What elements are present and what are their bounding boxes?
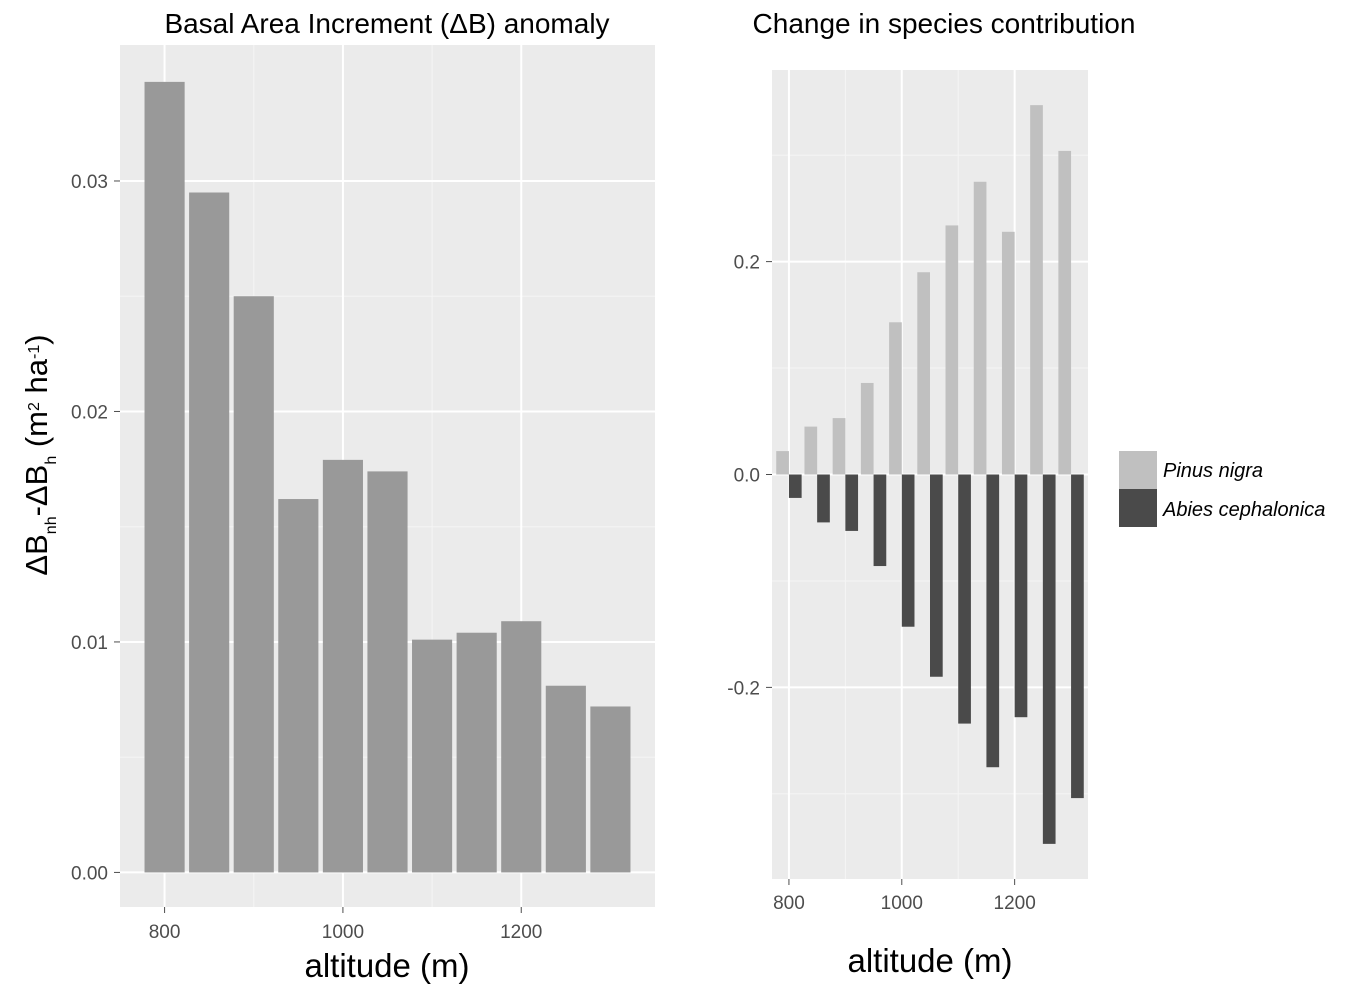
left-y-axis-label: ΔBnh-ΔBh (m2 ha-1) (19, 334, 60, 575)
right-y-tick-label: 0.2 (734, 253, 760, 274)
right-x-tick-label: 1000 (881, 893, 923, 914)
left-bar (545, 685, 586, 873)
pinus-nigra-bar (832, 418, 846, 475)
abies-cephalonica-bar (958, 474, 971, 724)
right-chart: -0.2 0.0 0.2 800 1000 1200 Change in species… (727, 8, 1135, 979)
pinus-nigra-bar (804, 426, 818, 475)
left-x-tick-label: 1200 (500, 922, 542, 943)
left-y-tick-label: 0.03 (71, 172, 108, 193)
pinus-nigra-bar (889, 322, 902, 475)
left-bar (412, 639, 453, 873)
legend: Pinus nigra Abies cephalonica (1119, 451, 1325, 527)
left-y-tick-label: 0.00 (71, 863, 108, 884)
left-y-axis-label-part: nh (43, 516, 60, 534)
left-x-axis: 800 1000 1200 (149, 907, 542, 943)
left-y-axis-label-part: -1 (26, 345, 43, 359)
left-y-axis-label-part: ΔB (19, 534, 54, 575)
abies-cephalonica-bar (986, 474, 1000, 768)
abies-cephalonica-bar (901, 474, 915, 627)
left-y-axis-label-part: (m (19, 411, 54, 456)
abies-cephalonica-bar (817, 474, 830, 523)
right-chart-title: Change in species contribution (753, 8, 1136, 39)
right-x-axis: 800 1000 1200 (773, 879, 1036, 914)
pinus-nigra-bar (917, 272, 930, 475)
pinus-nigra-bar (1058, 150, 1072, 475)
right-y-tick-label: -0.2 (727, 678, 760, 699)
left-bars (144, 81, 631, 873)
left-bar (367, 471, 408, 873)
left-y-axis-label-part: -ΔB (19, 465, 54, 517)
left-chart: 0.00 0.01 0.02 0.03 800 1000 1200 Basal Area … (19, 8, 655, 984)
left-y-tick-label: 0.02 (71, 402, 108, 423)
legend-key-pinus-nigra (1119, 451, 1157, 489)
abies-cephalonica-bar (1014, 474, 1028, 718)
right-y-tick-label: 0.0 (734, 466, 760, 487)
left-bar (144, 81, 185, 873)
legend-key-abies-cephalonica (1119, 489, 1157, 527)
left-y-axis: 0.00 0.01 0.02 0.03 (71, 172, 120, 884)
left-y-axis-label-part: ) (19, 334, 54, 344)
pinus-nigra-bar (945, 225, 959, 475)
abies-cephalonica-bar (1071, 474, 1084, 799)
pinus-nigra-bar (1001, 231, 1015, 475)
left-bar (189, 192, 230, 873)
left-bar (233, 296, 274, 873)
abies-cephalonica-bar (845, 474, 859, 531)
pinus-nigra-bar (1030, 105, 1043, 475)
pinus-nigra-bar (860, 382, 874, 475)
left-x-tick-label: 800 (149, 922, 181, 943)
left-y-axis-label-part: h (43, 456, 60, 465)
left-y-tick-label: 0.01 (71, 633, 108, 654)
left-y-axis-label-part: 2 (26, 402, 43, 411)
left-x-tick-label: 1000 (322, 922, 364, 943)
left-bar (456, 632, 497, 873)
right-x-axis-label: altitude (m) (847, 942, 1012, 979)
left-bar (501, 621, 542, 873)
right-gridlines (772, 70, 1088, 879)
left-bar (278, 499, 319, 873)
left-x-axis-label: altitude (m) (304, 947, 469, 984)
left-bar (322, 459, 363, 873)
right-x-tick-label: 800 (773, 893, 805, 914)
pinus-nigra-bar (776, 451, 789, 475)
right-x-tick-label: 1200 (994, 893, 1036, 914)
abies-cephalonica-bar (788, 474, 802, 498)
abies-cephalonica-bar (1042, 474, 1056, 844)
left-y-axis-label-part: ha (19, 358, 54, 402)
left-chart-title: Basal Area Increment (ΔB) anomaly (164, 8, 609, 39)
pinus-nigra-bar (973, 181, 987, 475)
abies-cephalonica-bar (873, 474, 887, 567)
right-y-axis: -0.2 0.0 0.2 (727, 253, 772, 699)
left-bar (590, 706, 631, 873)
right-bars (776, 105, 1084, 844)
abies-cephalonica-bar (930, 474, 943, 677)
legend-label-pinus-nigra: Pinus nigra (1163, 460, 1263, 482)
legend-label-abies-cephalonica: Abies cephalonica (1162, 499, 1325, 521)
